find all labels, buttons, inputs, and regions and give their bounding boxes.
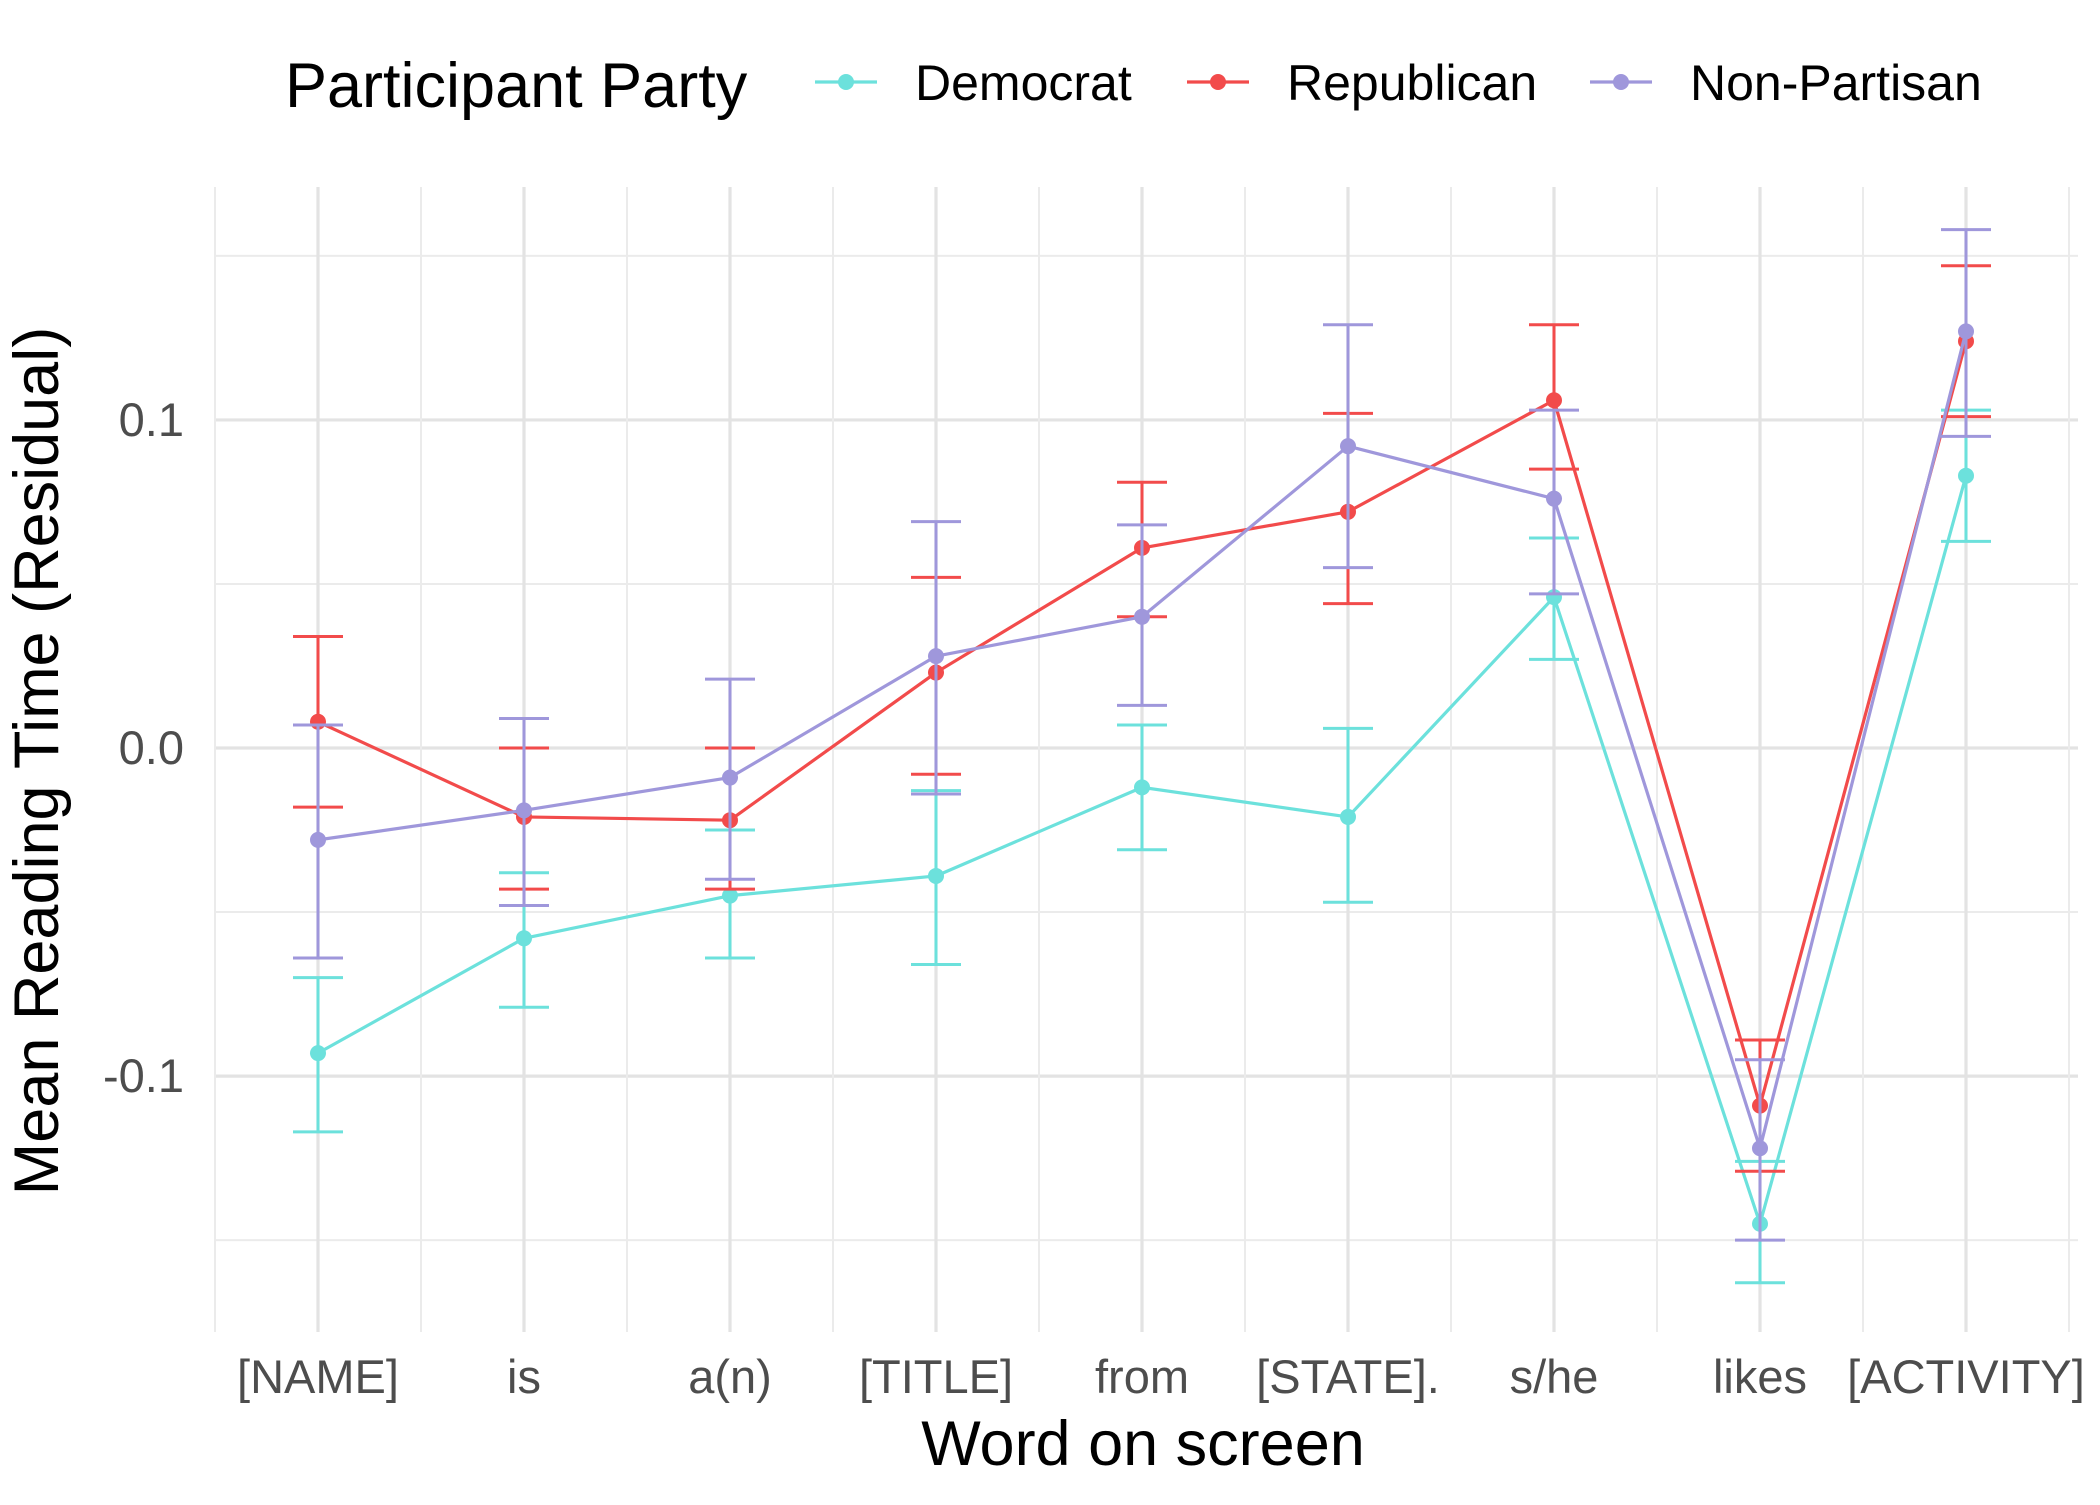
data-point xyxy=(928,648,944,665)
legend-label: Democrat xyxy=(915,55,1132,111)
x-tick-label: a(n) xyxy=(688,1350,772,1403)
legend-key-republican: Republican xyxy=(1187,55,1537,111)
legend-title: Participant Party xyxy=(285,51,748,121)
data-point xyxy=(310,1045,326,1062)
data-point xyxy=(310,831,326,848)
data-point xyxy=(1134,608,1150,625)
x-tick-label: [TITLE] xyxy=(859,1350,1013,1403)
data-point xyxy=(1340,808,1356,825)
y-tick-label: 0.0 xyxy=(119,721,184,774)
data-point xyxy=(1546,490,1562,507)
legend: Participant Party Democrat Republican Non-… xyxy=(285,51,1982,121)
x-tick-label: [NAME] xyxy=(237,1350,399,1403)
gridlines xyxy=(214,187,2078,1332)
legend-label: Republican xyxy=(1287,55,1537,111)
data-point xyxy=(516,802,532,819)
data-point xyxy=(928,867,944,884)
x-axis-ticks: [NAME] is a(n) [TITLE] from [STATE]. s/he likes… xyxy=(237,1350,2085,1403)
x-tick-label: is xyxy=(507,1350,541,1403)
data-point xyxy=(722,769,738,786)
x-tick-label: [STATE]. xyxy=(1256,1350,1440,1403)
legend-key-point xyxy=(1613,74,1629,90)
x-tick-label: likes xyxy=(1713,1350,1807,1403)
series-democrat xyxy=(293,408,1991,1285)
legend-key-point xyxy=(838,74,854,90)
series-layer xyxy=(293,228,1991,1285)
data-point xyxy=(516,930,532,947)
data-point xyxy=(1958,323,1974,340)
y-tick-label: 0.1 xyxy=(119,393,184,446)
series-non-partisan xyxy=(293,228,1991,1242)
legend-label: Non-Partisan xyxy=(1690,55,1982,111)
data-point xyxy=(1958,467,1974,484)
data-point xyxy=(1546,392,1562,409)
x-tick-label: s/he xyxy=(1510,1350,1599,1403)
data-point xyxy=(1340,438,1356,455)
data-point xyxy=(722,887,738,904)
legend-key-democrat: Democrat xyxy=(815,55,1132,111)
y-axis-title: Mean Reading Time (Residual) xyxy=(2,327,72,1195)
legend-key-point xyxy=(1210,74,1226,90)
legend-key-non-partisan: Non-Partisan xyxy=(1590,55,1982,111)
data-point xyxy=(1134,779,1150,796)
x-tick-label: from xyxy=(1095,1350,1189,1403)
y-tick-label: -0.1 xyxy=(103,1049,184,1102)
y-axis-ticks: -0.1 0.0 0.1 xyxy=(103,393,184,1102)
data-point xyxy=(1752,1140,1768,1157)
x-tick-label: [ACTIVITY] xyxy=(1847,1350,2085,1403)
x-axis-title: Word on screen xyxy=(921,1409,1365,1479)
